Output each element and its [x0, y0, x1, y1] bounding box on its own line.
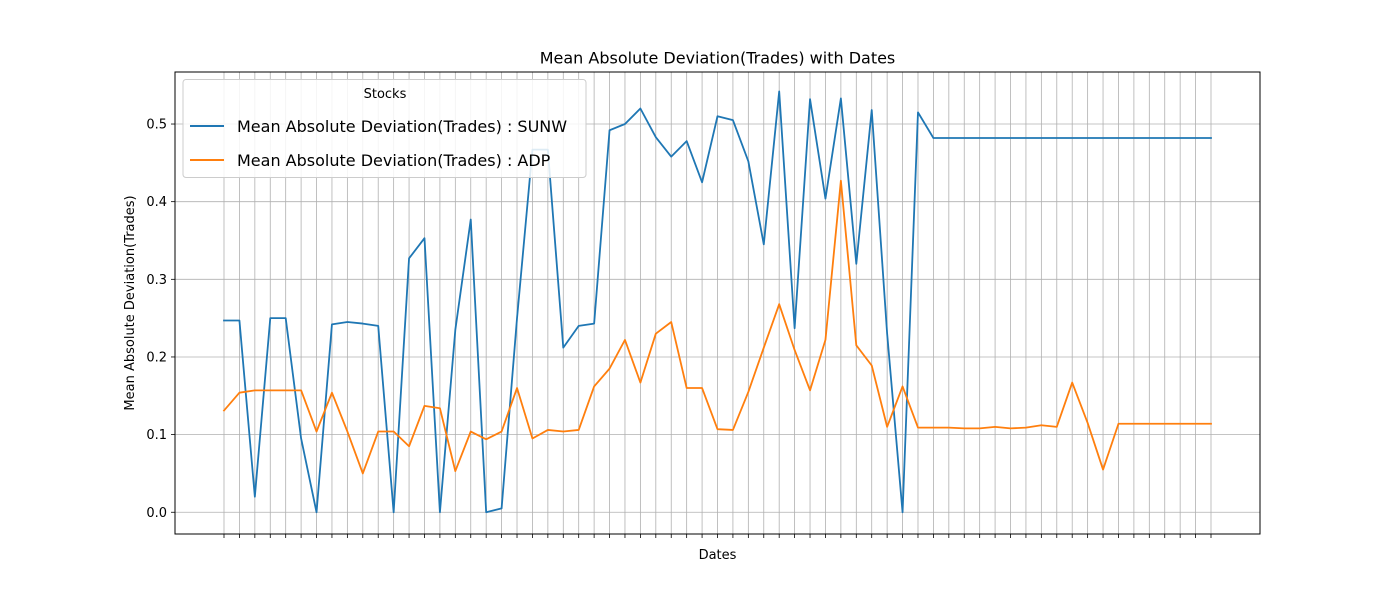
y-axis-label: Mean Absolute Deviation(Trades) — [123, 195, 138, 410]
y-tick-label: 0.1 — [146, 428, 167, 443]
y-tick-label: 0.3 — [146, 273, 167, 288]
series-line-adp — [222, 179, 1212, 475]
x-ticks — [223, 534, 1212, 538]
legend-label-sunw: Mean Absolute Deviation(Trades) : SUNW — [237, 117, 567, 136]
y-tick-label: 0.5 — [146, 118, 167, 133]
legend-title: Stocks — [364, 87, 407, 102]
series-layer — [222, 90, 1212, 514]
x-axis-label: Dates — [699, 548, 737, 563]
legend-label-adp: Mean Absolute Deviation(Trades) : ADP — [237, 151, 551, 170]
y-tick-label: 0.4 — [146, 195, 167, 210]
chart-title: Mean Absolute Deviation(Trades) with Dat… — [540, 49, 896, 68]
legend-box — [182, 79, 587, 178]
y-tick-label: 0.2 — [146, 350, 167, 365]
y-tick-label: 0.0 — [146, 506, 167, 521]
series-line-sunw — [223, 90, 1212, 514]
legend: Stocks Mean Absolute Deviation(Trades) :… — [182, 79, 587, 178]
y-ticks: 0.0 0.1 0.2 0.3 0.4 0.5 — [146, 118, 175, 521]
